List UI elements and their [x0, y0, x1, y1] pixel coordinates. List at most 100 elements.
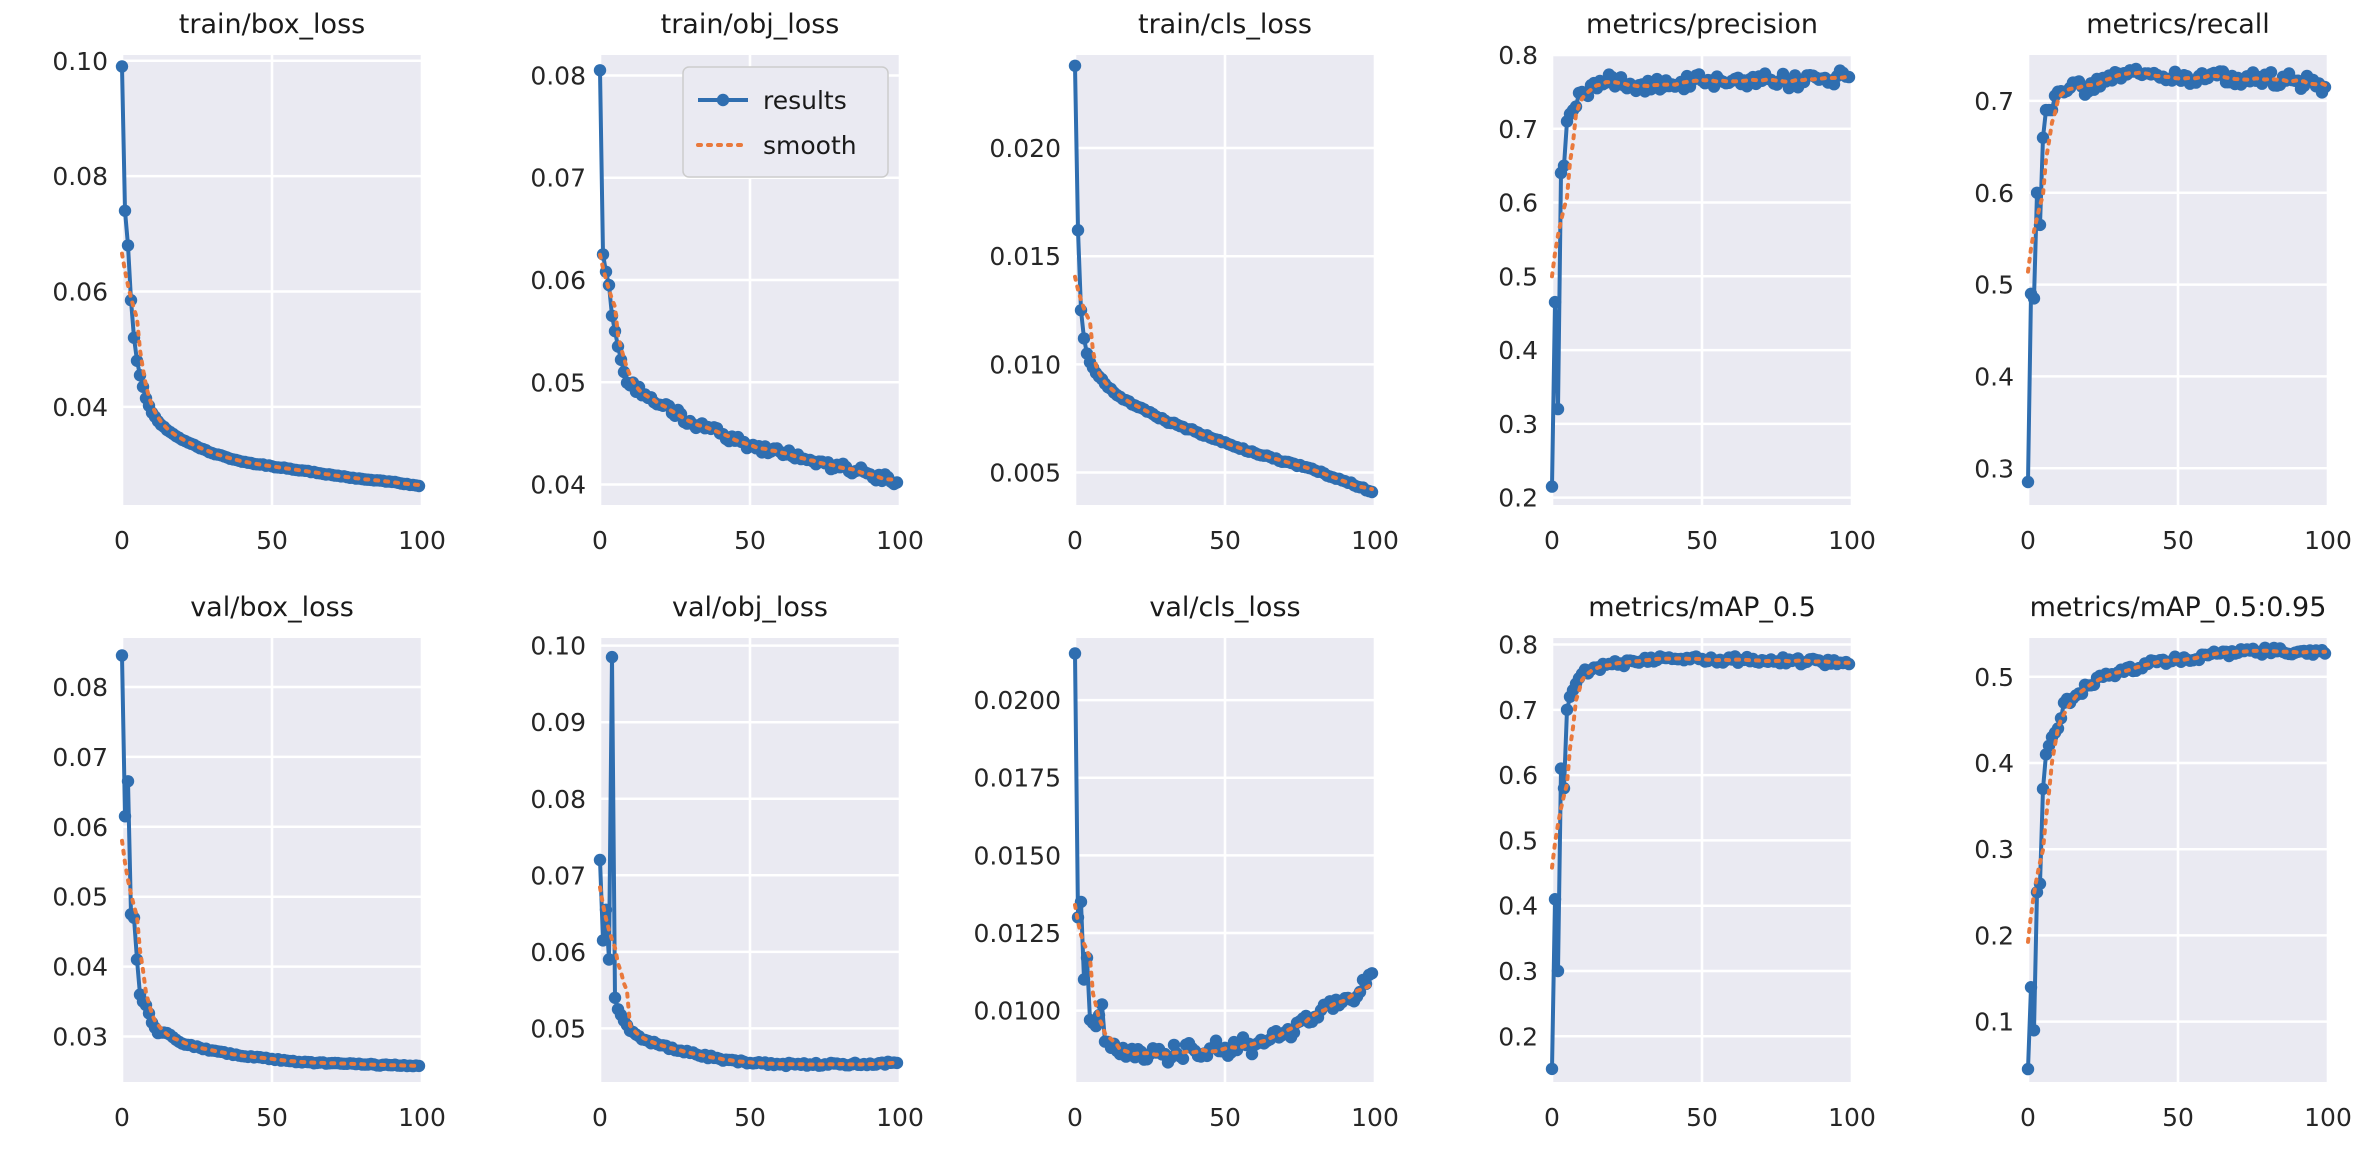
val-cls-loss-results-point	[1074, 895, 1088, 909]
val-box-loss-y-tick-label: 0.06	[52, 813, 108, 842]
val-cls-loss-x-tick-label: 0	[1067, 1103, 1083, 1132]
train-cls-loss-results-point	[1077, 332, 1091, 345]
metrics-map-0-5-0-95-y-tick-label: 0.5	[1974, 663, 2014, 692]
train-box-loss-y-tick-label: 0.08	[52, 162, 108, 191]
metrics-recall-results-point	[2036, 131, 2050, 144]
val-cls-loss-results-point	[1245, 1047, 1259, 1061]
metrics-map-0-5-results-point	[1551, 964, 1565, 978]
val-obj-loss-x-tick-label: 0	[592, 1103, 608, 1132]
chart-metrics-map-0-5: metrics/mAP_0.5 0 50 100 0.2 0.3 0.4 0.5 0.6 0.7 0…	[1498, 592, 1876, 1132]
val-box-loss-title: val/box_loss	[190, 592, 354, 623]
train-cls-loss-y-tick-label: 0.015	[989, 242, 1061, 271]
train-box-loss-y-tick-label: 0.04	[52, 393, 108, 422]
val-box-loss-x-tick-label: 0	[114, 1103, 130, 1132]
metrics-recall-smooth-line	[2026, 70, 2327, 274]
train-box-loss-smooth-line	[120, 251, 421, 487]
train-obj-loss-y-tick-label: 0.05	[530, 368, 586, 397]
train-box-loss-y-tick-label: 0.10	[52, 47, 108, 76]
metrics-map-0-5-results-point	[1554, 762, 1568, 775]
val-cls-loss-y-tick-label: 0.0125	[974, 919, 1061, 948]
val-cls-loss-y-tick-label: 0.0100	[974, 997, 1061, 1026]
val-obj-loss-y-tick-label: 0.06	[530, 938, 586, 967]
train-box-loss-y-tick-label: 0.06	[52, 278, 108, 307]
metrics-map-0-5-0-95-title: metrics/mAP_0.5:0.95	[2030, 592, 2327, 623]
metrics-precision-x-tick-label: 100	[1828, 526, 1876, 555]
train-box-loss-x-tick-label: 0	[114, 526, 130, 555]
val-cls-loss-results-point	[1365, 967, 1379, 980]
val-box-loss-y-tick-label: 0.05	[52, 883, 108, 912]
val-obj-loss-results-point	[605, 650, 619, 664]
chart-train-cls-loss: train/cls_loss 0 50 100 0.005 0.010 0.015 0.020	[989, 9, 1398, 555]
metrics-precision-x-tick-label: 50	[1686, 526, 1718, 555]
metrics-precision-results-point	[1557, 159, 1571, 172]
legend-results-marker	[716, 93, 730, 107]
metrics-map-0-5-0-95-y-tick-label: 0.1	[1974, 1008, 2014, 1037]
legend: results smooth	[682, 66, 889, 178]
metrics-recall-y-tick-label: 0.6	[1974, 179, 2014, 208]
train-obj-loss-results-point	[890, 476, 904, 489]
metrics-precision-y-tick-label: 0.4	[1498, 336, 1538, 365]
val-cls-loss-results-point	[1077, 973, 1091, 986]
train-cls-loss-y-tick-label: 0.010	[989, 350, 1061, 379]
metrics-map-0-5-y-tick-label: 0.8	[1498, 631, 1538, 660]
val-cls-loss-results-point	[1176, 1052, 1190, 1066]
train-box-loss-title: train/box_loss	[179, 9, 365, 40]
val-obj-loss-x-tick-label: 50	[734, 1103, 766, 1132]
metrics-precision-title: metrics/precision	[1586, 9, 1818, 40]
metrics-map-0-5-x-tick-label: 0	[1544, 1103, 1560, 1132]
metrics-precision-x-tick-label: 0	[1544, 526, 1560, 555]
metrics-map-0-5-0-95-results-point	[2021, 1062, 2035, 1076]
val-obj-loss-smooth-line	[598, 885, 899, 1067]
train-box-loss-x-tick-label: 100	[398, 526, 446, 555]
metrics-precision-results-point	[1581, 89, 1595, 103]
val-obj-loss-results-point	[608, 991, 622, 1004]
val-obj-loss-y-tick-label: 0.07	[530, 861, 586, 890]
train-cls-loss-results-point	[1365, 485, 1379, 499]
metrics-map-0-5-title: metrics/mAP_0.5	[1588, 592, 1816, 623]
train-cls-loss-x-tick-label: 50	[1209, 526, 1241, 555]
metrics-precision-y-tick-label: 0.3	[1498, 410, 1538, 439]
chart-val-box-loss: val/box_loss 0 50 100 0.03 0.04 0.05 0.06 0.07 0.…	[52, 592, 446, 1132]
chart-metrics-map-0-5-0-95: metrics/mAP_0.5:0.95 0 50 100 0.1 0.2 0.3 0.4 0.…	[1974, 592, 2352, 1132]
train-obj-loss-title: train/obj_loss	[661, 9, 840, 40]
metrics-precision-y-tick-label: 0.8	[1498, 41, 1538, 70]
metrics-map-0-5-x-tick-label: 100	[1828, 1103, 1876, 1132]
train-obj-loss-y-tick-label: 0.04	[530, 471, 586, 500]
chart-metrics-recall: metrics/recall 0 50 100 0.3 0.4 0.5 0.6 0.7	[1974, 9, 2352, 555]
metrics-precision-y-tick-label: 0.2	[1498, 484, 1538, 513]
val-obj-loss-results-point	[596, 934, 610, 947]
metrics-map-0-5-results-point	[1548, 893, 1562, 906]
metrics-recall-results-point	[2264, 66, 2278, 79]
train-cls-loss-smooth-line	[1073, 274, 1374, 492]
train-cls-loss-x-tick-label: 0	[1067, 526, 1083, 555]
val-box-loss-x-tick-label: 50	[256, 1103, 288, 1132]
chart-train-obj-loss: train/obj_loss 0 50 100 0.04 0.05 0.06 0.07 0.08…	[530, 9, 924, 555]
metrics-map-0-5-y-tick-label: 0.4	[1498, 892, 1538, 921]
val-cls-loss-results-point	[1209, 1034, 1223, 1047]
metrics-map-0-5-0-95-x-tick-label: 100	[2304, 1103, 2352, 1132]
metrics-recall-results-point	[2021, 475, 2035, 489]
train-cls-loss-results-point	[1071, 224, 1085, 237]
metrics-recall-results-point	[2030, 186, 2044, 199]
train-box-loss-x-tick-label: 50	[256, 526, 288, 555]
train-obj-loss-y-tick-label: 0.08	[530, 61, 586, 90]
val-obj-loss-y-tick-label: 0.09	[530, 708, 586, 737]
val-cls-loss-x-tick-label: 100	[1351, 1103, 1399, 1132]
metrics-recall-x-tick-label: 0	[2020, 526, 2036, 555]
val-box-loss-x-tick-label: 100	[398, 1103, 446, 1132]
metrics-precision-y-tick-label: 0.6	[1498, 189, 1538, 218]
train-box-loss-results-point	[115, 60, 129, 73]
val-obj-loss-y-tick-label: 0.10	[530, 632, 586, 661]
chart-val-cls-loss: val/cls_loss 0 50 100 0.0100 0.0125 0.0150 0.01…	[974, 592, 1399, 1132]
chart-val-obj-loss: val/obj_loss 0 50 100 0.05 0.06 0.07 0.08 0.09 0.…	[530, 592, 924, 1132]
val-box-loss-results-point	[412, 1059, 426, 1073]
metrics-map-0-5-results-point	[1560, 703, 1574, 716]
metrics-precision-y-tick-label: 0.5	[1498, 262, 1538, 291]
chart-metrics-precision: metrics/precision 0 50 100 0.2 0.3 0.4 0.5 0.6 0.…	[1498, 9, 1876, 555]
train-cls-loss-y-tick-label: 0.005	[989, 459, 1061, 488]
metrics-recall-y-tick-label: 0.4	[1974, 362, 2014, 391]
train-obj-loss-results-point	[617, 365, 631, 379]
val-box-loss-y-tick-label: 0.04	[52, 953, 108, 982]
train-obj-loss-y-tick-label: 0.07	[530, 164, 586, 193]
